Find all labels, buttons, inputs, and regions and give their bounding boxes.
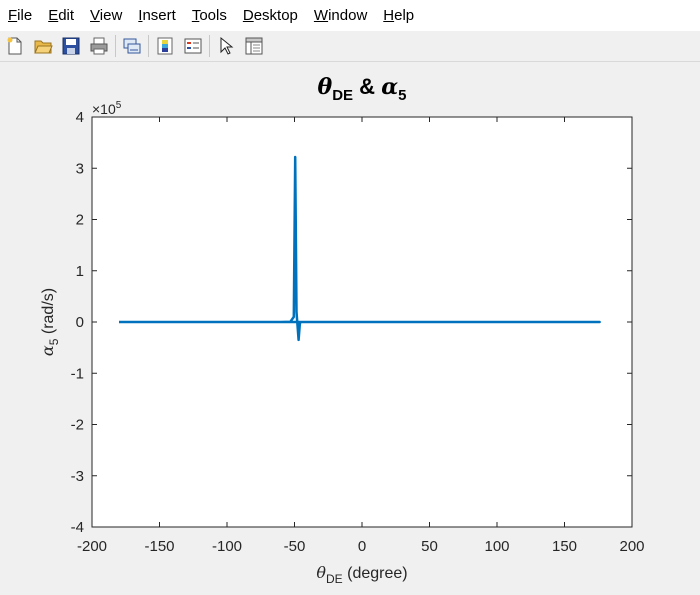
edit-plot-pointer-icon[interactable] bbox=[214, 34, 238, 58]
plot-svg: θDE & α5 ×105 -200 -150 -100 -50 0 50 100 150 20… bbox=[38, 74, 645, 586]
ylabel-units: (rad/s) bbox=[40, 288, 57, 339]
save-icon[interactable] bbox=[59, 34, 83, 58]
y-tick-label: 1 bbox=[76, 263, 84, 280]
toolbar-separator bbox=[115, 35, 116, 57]
menu-tools[interactable]: Tools bbox=[191, 7, 227, 24]
x-axis-label: θDE (degree) bbox=[316, 563, 407, 586]
open-file-icon[interactable] bbox=[31, 34, 55, 58]
ylabel-subscript: 5 bbox=[47, 338, 61, 345]
menu-bar: File Edit View Insert Tools Desktop Wind… bbox=[0, 0, 700, 31]
title-ampersand: & bbox=[353, 74, 381, 99]
new-figure-icon[interactable] bbox=[3, 34, 27, 58]
axis-ticks: -200 -150 -100 -50 0 50 100 150 200 -4 -3 -2 -1 0 1 2 3 4 bbox=[71, 109, 645, 555]
xlabel-theta: θ bbox=[316, 563, 326, 582]
x-tick-label: -150 bbox=[144, 538, 174, 555]
menu-insert[interactable]: Insert bbox=[138, 7, 176, 24]
axes-box bbox=[91, 116, 633, 528]
y-tick-label: -2 bbox=[71, 417, 84, 434]
y-tick-label: 0 bbox=[76, 314, 84, 331]
y-exponent-power: 5 bbox=[116, 100, 122, 111]
menu-window[interactable]: Window bbox=[313, 7, 368, 24]
toolbar-separator bbox=[209, 35, 210, 57]
menu-desktop[interactable]: Desktop bbox=[242, 7, 298, 24]
x-tick-label: 200 bbox=[619, 538, 644, 555]
title-alpha: α bbox=[381, 74, 398, 100]
title-subscript-de: DE bbox=[332, 87, 353, 104]
figure-toolbar bbox=[0, 31, 700, 62]
ylabel-alpha: α bbox=[38, 345, 57, 356]
property-inspector-icon[interactable] bbox=[242, 34, 266, 58]
chart-title: θDE & α5 bbox=[318, 74, 407, 104]
title-subscript-5: 5 bbox=[398, 87, 406, 104]
print-icon[interactable] bbox=[87, 34, 111, 58]
menu-file[interactable]: File bbox=[8, 7, 33, 24]
xlabel-subscript: DE bbox=[326, 572, 343, 586]
x-tick-label: 50 bbox=[421, 538, 438, 555]
x-tick-label: 100 bbox=[484, 538, 509, 555]
y-tick-label: -1 bbox=[71, 365, 84, 382]
y-exponent-label: ×105 bbox=[92, 100, 122, 117]
y-tick-label: 3 bbox=[76, 160, 84, 177]
menu-view[interactable]: View bbox=[90, 7, 123, 24]
y-tick-label: 2 bbox=[76, 212, 84, 229]
title-theta: θ bbox=[318, 74, 333, 100]
menu-edit[interactable]: Edit bbox=[48, 7, 75, 24]
y-tick-label: -3 bbox=[71, 468, 84, 485]
x-tick-label: 150 bbox=[552, 538, 577, 555]
series-line[interactable] bbox=[119, 155, 601, 342]
toolbar-separator bbox=[148, 35, 149, 57]
insert-colorbar-icon[interactable] bbox=[153, 34, 177, 58]
insert-legend-icon[interactable] bbox=[181, 34, 205, 58]
x-tick-label: -50 bbox=[284, 538, 306, 555]
y-tick-label: -4 bbox=[71, 519, 84, 536]
x-tick-label: -100 bbox=[212, 538, 242, 555]
x-tick-label: -200 bbox=[77, 538, 107, 555]
xlabel-units: (degree) bbox=[343, 565, 408, 582]
y-exponent-prefix: ×10 bbox=[92, 101, 116, 117]
link-plot-icon[interactable] bbox=[120, 34, 144, 58]
y-tick-label: 4 bbox=[76, 109, 84, 126]
figure-area: θDE & α5 ×105 -200 -150 -100 -50 0 50 100 150 20… bbox=[0, 62, 700, 590]
x-tick-label: 0 bbox=[358, 538, 366, 555]
data-series bbox=[119, 155, 601, 342]
menu-help[interactable]: Help bbox=[383, 7, 415, 24]
y-axis-label: α5 (rad/s) bbox=[38, 288, 61, 356]
